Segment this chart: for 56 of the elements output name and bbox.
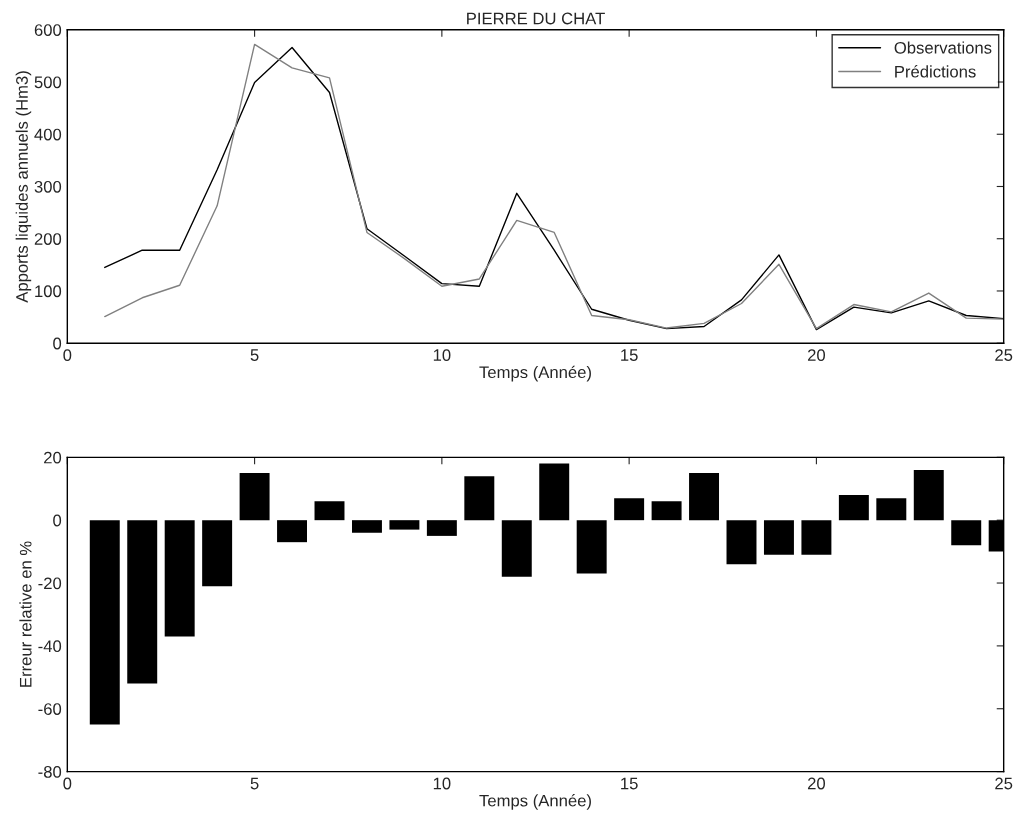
bar [501,520,532,577]
y-tick-label: 200 [34,233,62,245]
bar [801,520,832,555]
x-axis-title: Temps (Année) [479,365,591,382]
bar [838,495,869,521]
bar [539,463,570,521]
x-tick-label: 5 [250,777,259,790]
y-tick-label: 100 [35,285,62,298]
x-tick-label: 0 [63,349,72,361]
x-tick-label: 20 [807,349,826,361]
bar [277,520,308,543]
bar [726,520,757,565]
x-tick-label: 15 [621,777,638,790]
y-tick-label: -80 [38,765,62,778]
bar [876,498,907,521]
y-tick-label: 0 [53,337,62,350]
y-axis-title: Apports liquides annuels (Hm3) [15,71,32,303]
bar [689,473,720,521]
y-tick-label: 600 [34,24,62,36]
x-tick-label: 15 [621,349,638,361]
x-tick-label: 0 [63,777,72,790]
bar [202,520,233,587]
bar [89,520,120,725]
bar [576,520,607,574]
x-tick-label: 25 [995,349,1013,361]
bar [314,501,345,521]
bar [913,469,944,521]
x-axis-title: Temps (Année) [479,794,591,810]
x-tick-label: 5 [250,349,259,361]
bar [651,501,682,521]
y-tick-label: 0 [53,514,62,527]
y-tick-label: -40 [38,640,62,653]
legend-label: Observations [894,41,992,54]
bar [164,520,195,637]
x-tick-label: 10 [433,777,451,790]
bar [614,498,645,521]
bar [426,520,457,536]
x-tick-label: 10 [433,349,451,361]
bar [763,520,794,555]
bar [389,520,420,530]
y-axis-title: Erreur relative en % [19,541,32,687]
bar [239,473,270,521]
legend-label: Prédictions [895,65,976,78]
chart-title: PIERRE DU CHAT [467,12,605,25]
bar [464,476,495,521]
y-tick-label: 400 [34,128,62,141]
y-tick-label: -20 [38,577,62,590]
bar [351,520,382,533]
x-tick-label: 20 [807,777,826,790]
y-tick-label: 300 [34,180,62,193]
bar [127,520,158,684]
bar [951,520,982,546]
y-tick-label: 20 [44,451,62,464]
y-tick-label: 500 [34,76,62,89]
y-tick-label: -60 [38,703,62,715]
x-tick-label: 25 [995,777,1013,790]
